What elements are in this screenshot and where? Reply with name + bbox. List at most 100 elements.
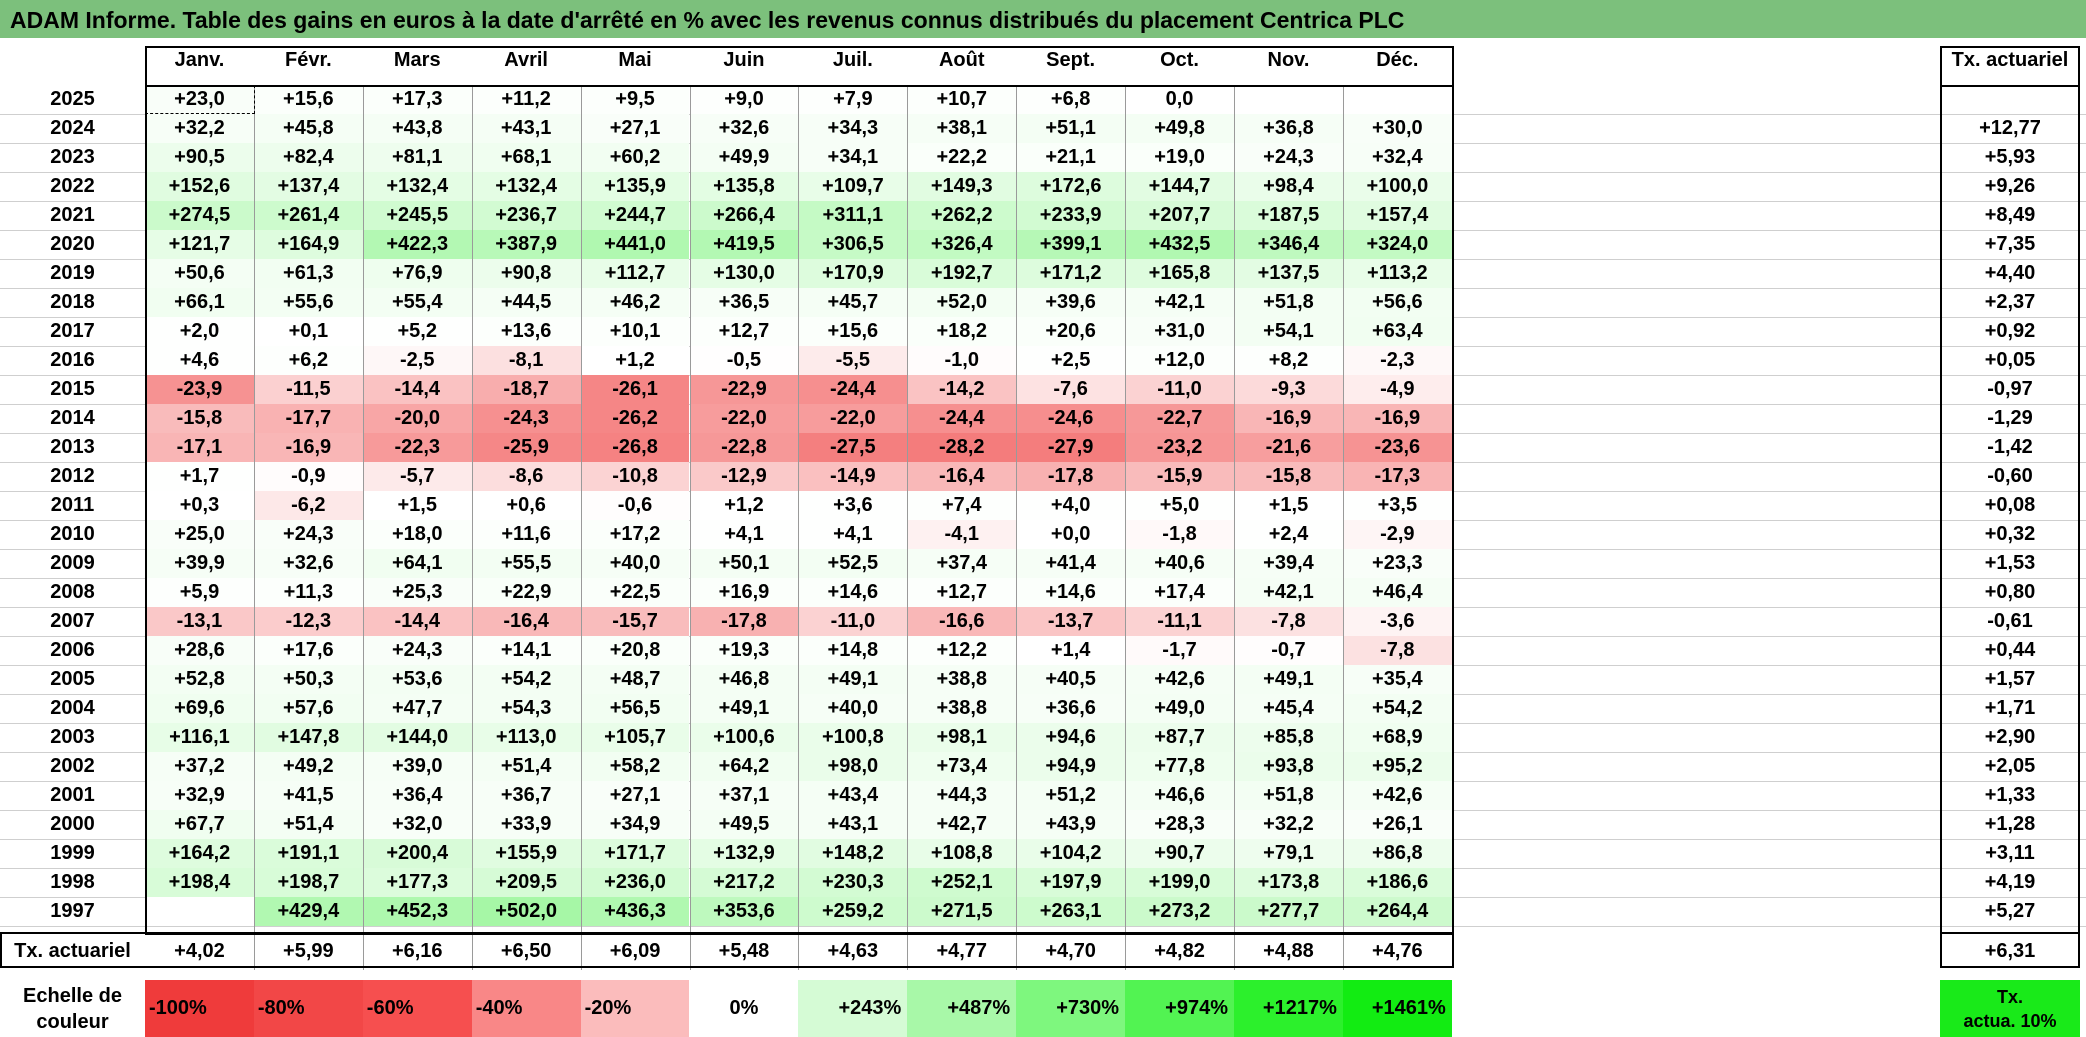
value-cell: +94,9: [1016, 752, 1126, 781]
value-cell: -20,0: [362, 404, 472, 433]
value-cell: -13,7: [1016, 607, 1126, 636]
value-cell: +12,0: [1125, 346, 1234, 375]
value-cell: -17,8: [689, 607, 799, 636]
value-cell: +17,3: [362, 85, 472, 114]
value-cell: +4,1: [689, 520, 799, 549]
value-cell: -8,1: [471, 346, 581, 375]
year-label: 2000: [50, 813, 95, 835]
value-cell: +27,1: [580, 114, 690, 143]
table-row: 2012 +1,7 -0,9 -5,7 -8,6 -10,8 -12,9 -14,9 -16,4…: [0, 462, 2086, 491]
table-row: 2025 +23,0 +15,6 +17,3 +11,2 +9,5 +9,0 +7,9 +10,…: [0, 85, 2086, 114]
value-cell: -10,8: [580, 462, 690, 491]
value-cell: -0,9: [253, 462, 363, 491]
value-cell: +132,9: [689, 839, 799, 868]
value-cell: +1,5: [362, 491, 472, 520]
value-cell: +135,8: [689, 172, 799, 201]
value-cell: +137,4: [253, 172, 363, 201]
value-cell: +28,6: [145, 636, 254, 665]
value-cell: +20,6: [1016, 317, 1126, 346]
year-label: 2007: [50, 610, 95, 632]
value-cell: +266,4: [689, 201, 799, 230]
value-cell: +100,0: [1342, 172, 1452, 201]
value-cell: +5,9: [145, 578, 254, 607]
value-cell: -23,2: [1125, 433, 1234, 462]
actuarial-rate-cell: +4,40: [1984, 262, 2036, 284]
value-cell: -2,9: [1342, 520, 1452, 549]
value-cell: +116,1: [145, 723, 254, 752]
actuarial-rate-cell: +0,05: [1984, 349, 2036, 371]
value-cell: +47,7: [362, 694, 472, 723]
value-cell: -11,0: [798, 607, 908, 636]
value-cell: +9,5: [580, 85, 690, 114]
value-cell: +32,4: [1342, 143, 1452, 172]
actuarial-rate-cell: -0,61: [1987, 610, 2033, 632]
legend-swatch: +974%: [1125, 980, 1234, 1037]
value-cell: +41,5: [253, 781, 363, 810]
value-cell: +53,6: [362, 665, 472, 694]
color-scale-legend: Echelle de couleur Tx. actua. 10% -100% -…: [0, 980, 2086, 1037]
value-cell: -4,9: [1342, 375, 1452, 404]
value-cell: +77,8: [1125, 752, 1234, 781]
value-cell: +49,1: [798, 665, 908, 694]
year-label: 2006: [50, 639, 95, 661]
value-cell: +42,6: [1125, 665, 1234, 694]
value-cell: -17,8: [1016, 462, 1126, 491]
value-cell: +273,2: [1125, 897, 1234, 926]
legend-swatch: -20%: [580, 980, 690, 1037]
value-cell: -1,8: [1125, 520, 1234, 549]
value-cell: +33,9: [471, 810, 581, 839]
value-cell: +113,0: [471, 723, 581, 752]
actuarial-rate-cell: +1,57: [1984, 668, 2036, 690]
value-cell: +38,8: [907, 694, 1017, 723]
value-cell: +49,0: [1125, 694, 1234, 723]
value-cell: +24,3: [1234, 143, 1343, 172]
value-cell: +6,2: [253, 346, 363, 375]
value-cell: +22,5: [580, 578, 690, 607]
value-cell: +104,2: [1016, 839, 1126, 868]
value-cell: -7,8: [1342, 636, 1452, 665]
legend-swatch: +730%: [1016, 980, 1126, 1037]
actuarial-rate-cell: [1940, 85, 2080, 114]
value-cell: +98,0: [798, 752, 908, 781]
value-cell: +14,1: [471, 636, 581, 665]
value-cell: +262,2: [907, 201, 1017, 230]
value-cell: +3,5: [1342, 491, 1452, 520]
value-cell: +48,7: [580, 665, 690, 694]
value-cell: +24,3: [362, 636, 472, 665]
value-cell: -24,4: [907, 404, 1017, 433]
value-cell: -14,2: [907, 375, 1017, 404]
legend-swatch: -80%: [253, 980, 363, 1037]
year-label: 2003: [50, 726, 95, 748]
value-cell: +39,9: [145, 549, 254, 578]
value-cell: +436,3: [580, 897, 690, 926]
value-cell: +113,2: [1342, 259, 1452, 288]
value-cell: +274,5: [145, 201, 254, 230]
value-cell: +34,9: [580, 810, 690, 839]
value-cell: +100,6: [689, 723, 799, 752]
column-separator: [362, 85, 364, 970]
year-label: 2013: [50, 436, 95, 458]
value-cell: -22,8: [689, 433, 799, 462]
value-cell: +259,2: [798, 897, 908, 926]
value-cell: +236,7: [471, 201, 581, 230]
table-row: 1998 +198,4 +198,7 +177,3 +209,5 +236,0 +217,2…: [0, 868, 2086, 897]
value-cell: +121,7: [145, 230, 254, 259]
value-cell: +73,4: [907, 752, 1017, 781]
year-label: 2001: [50, 784, 95, 806]
value-cell: +44,5: [471, 288, 581, 317]
value-cell: +41,4: [1016, 549, 1126, 578]
totals-row: Tx. actuariel +4,02 +5,99 +6,16 +6,50 +6,09 +5…: [0, 935, 2086, 967]
value-cell: +45,7: [798, 288, 908, 317]
value-cell: +58,2: [580, 752, 690, 781]
value-cell: +61,3: [253, 259, 363, 288]
value-cell: +54,1: [1234, 317, 1343, 346]
value-cell: -14,4: [362, 607, 472, 636]
value-cell: -3,6: [1342, 607, 1452, 636]
value-cell: +98,4: [1234, 172, 1343, 201]
value-cell: -13,1: [145, 607, 254, 636]
value-cell: +38,1: [907, 114, 1017, 143]
value-cell: -0,5: [689, 346, 799, 375]
value-cell: +10,7: [907, 85, 1017, 114]
value-cell: +98,1: [907, 723, 1017, 752]
value-cell: +51,8: [1234, 781, 1343, 810]
